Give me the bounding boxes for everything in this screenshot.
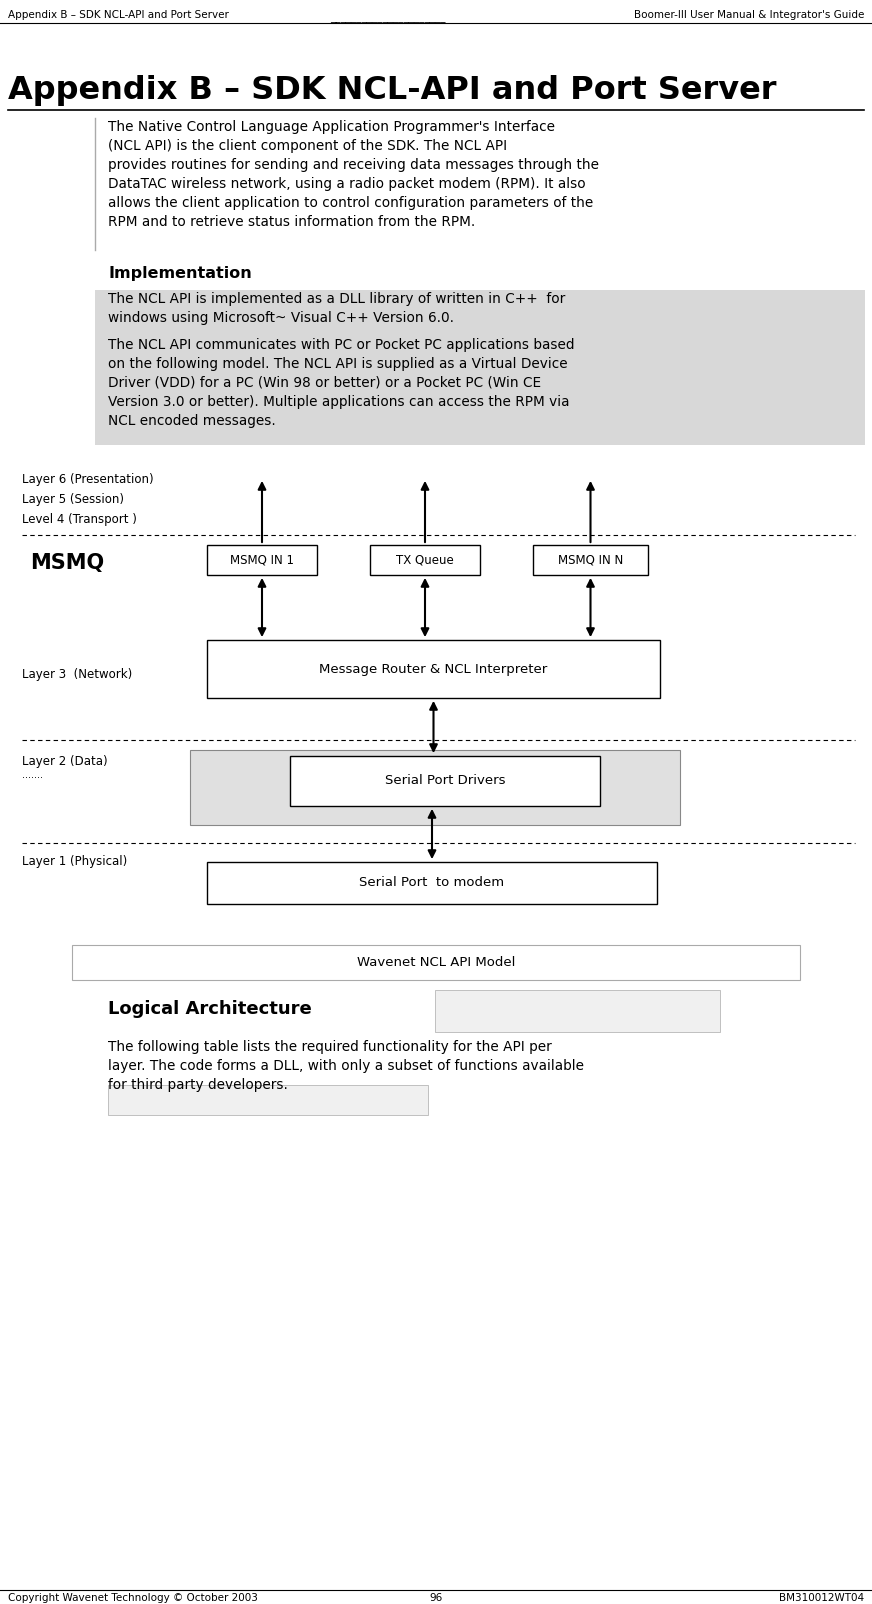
Bar — [95, 290, 865, 444]
Text: Layer 1 (Physical): Layer 1 (Physical) — [22, 855, 127, 868]
Bar — [207, 640, 660, 698]
Text: The NCL API is implemented as a DLL library of written in C++  for
windows using: The NCL API is implemented as a DLL libr… — [108, 292, 565, 326]
Bar — [207, 545, 317, 574]
Text: Logical Architecture: Logical Architecture — [108, 999, 312, 1019]
Text: TX Queue: TX Queue — [396, 553, 453, 566]
Text: Implementation: Implementation — [108, 266, 252, 281]
Text: Level 4 (Transport ): Level 4 (Transport ) — [22, 513, 137, 526]
Bar — [290, 755, 600, 805]
Text: Message Router & NCL Interpreter: Message Router & NCL Interpreter — [319, 662, 548, 675]
Text: Serial Port  to modem: Serial Port to modem — [359, 876, 505, 890]
Text: The Native Control Language Application Programmer's Interface
(NCL API) is the : The Native Control Language Application … — [108, 120, 599, 229]
Text: Layer 3  (Network): Layer 3 (Network) — [22, 667, 133, 682]
Bar — [207, 861, 657, 905]
Text: Layer 5 (Session): Layer 5 (Session) — [22, 492, 124, 505]
Bar — [370, 545, 480, 574]
Text: Layer 2 (Data): Layer 2 (Data) — [22, 755, 107, 768]
Text: Boomer-III User Manual & Integrator's Guide: Boomer-III User Manual & Integrator's Gu… — [634, 10, 864, 19]
Text: Copyright Wavenet Technology © October 2003: Copyright Wavenet Technology © October 2… — [8, 1593, 258, 1602]
Text: ______________________: ______________________ — [330, 13, 446, 22]
Bar — [72, 945, 800, 980]
Text: Serial Port Drivers: Serial Port Drivers — [385, 775, 505, 788]
Text: Wavenet NCL API Model: Wavenet NCL API Model — [357, 956, 515, 969]
Bar — [533, 545, 648, 574]
Text: 96: 96 — [429, 1593, 443, 1602]
Text: Appendix B – SDK NCL-API and Port Server: Appendix B – SDK NCL-API and Port Server — [8, 10, 228, 19]
Text: MSMQ IN N: MSMQ IN N — [558, 553, 623, 566]
Text: BM310012WT04: BM310012WT04 — [779, 1593, 864, 1602]
Text: MSMQ IN 1: MSMQ IN 1 — [230, 553, 294, 566]
Text: .......: ....... — [22, 770, 43, 780]
Text: Layer 6 (Presentation): Layer 6 (Presentation) — [22, 473, 153, 486]
Bar — [108, 1084, 428, 1115]
Bar — [190, 751, 680, 824]
Text: The NCL API communicates with PC or Pocket PC applications based
on the followin: The NCL API communicates with PC or Pock… — [108, 338, 575, 428]
Text: The following table lists the required functionality for the API per
layer. The : The following table lists the required f… — [108, 1039, 584, 1092]
Text: MSMQ: MSMQ — [30, 553, 104, 573]
Text: Appendix B – SDK NCL-API and Port Server: Appendix B – SDK NCL-API and Port Server — [8, 75, 776, 106]
Bar — [435, 990, 720, 1031]
